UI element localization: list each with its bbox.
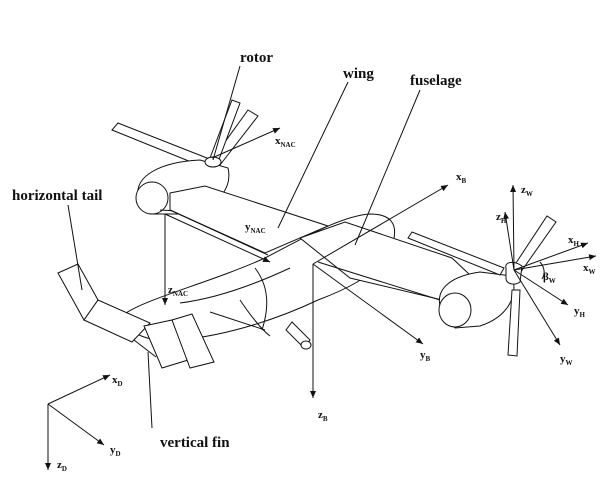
right-rotor-blades — [505, 215, 557, 357]
horizontal-tail-label: horizontal tail — [12, 188, 102, 204]
x-h-axis — [513, 242, 589, 271]
wing-label: wing — [343, 66, 374, 82]
z-w-label: zW — [521, 184, 533, 198]
y-nac-label: yNAC — [245, 221, 266, 235]
fuselage-leader — [354, 89, 421, 246]
x-h-label: xH — [568, 234, 580, 248]
rotor-leader — [212, 65, 241, 161]
aircraft-drawing — [57, 99, 557, 369]
x-w-label: xW — [583, 262, 596, 276]
y-w-label: yW — [560, 353, 573, 367]
beta-w-label: βW — [543, 271, 556, 285]
right-nacelle — [407, 231, 515, 329]
tail-assembly — [57, 263, 215, 369]
axes-lines — [45, 127, 597, 470]
wing-leader — [277, 81, 349, 229]
left-rotor-blades — [111, 99, 259, 169]
left-wing — [169, 185, 330, 256]
x-w-axis — [513, 254, 597, 271]
fuselage-label: fuselage — [410, 73, 462, 89]
horizontal-tail-leader — [67, 204, 83, 291]
y-h-label: yH — [574, 305, 586, 319]
x-d-label: xD — [112, 374, 123, 388]
beta-w-arc — [539, 261, 545, 280]
z-d-label: zD — [57, 459, 67, 473]
z-b-label: zB — [318, 409, 328, 423]
rotor-label: rotor — [240, 50, 273, 66]
y-nac-axis — [164, 213, 271, 263]
x-b-axis — [312, 184, 449, 265]
vertical-fin-leader — [147, 351, 153, 429]
y-h-axis — [513, 269, 569, 306]
y-b-label: yB — [420, 349, 431, 363]
x-nac-axis — [211, 127, 281, 159]
leader-lines — [67, 65, 421, 429]
x-d-axis — [47, 374, 111, 405]
z-nac-label: zNAC — [168, 284, 188, 298]
vertical-fin-label: vertical fin — [160, 435, 230, 451]
z-h-label: zH — [496, 211, 507, 225]
y-d-axis — [47, 403, 105, 446]
y-b-axis — [312, 263, 424, 345]
y-d-label: yD — [110, 444, 121, 458]
z-w-axis — [510, 184, 517, 271]
z-h-axis — [503, 211, 515, 271]
x-nac-label: xNAC — [275, 135, 296, 149]
x-b-label: xB — [456, 171, 467, 185]
y-w-axis — [513, 269, 561, 346]
